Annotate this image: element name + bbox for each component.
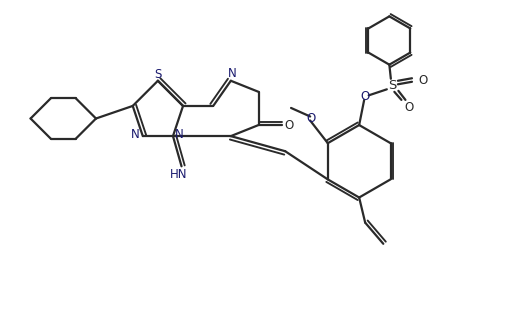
Text: N: N [227,67,236,80]
Text: O: O [360,90,370,103]
Text: S: S [388,79,396,92]
Text: S: S [154,68,162,81]
Text: O: O [418,74,428,87]
Text: N: N [175,128,183,141]
Text: HN: HN [170,168,188,181]
Text: N: N [132,128,140,141]
Text: O: O [404,101,414,114]
Text: O: O [306,112,315,125]
Text: O: O [284,118,293,132]
